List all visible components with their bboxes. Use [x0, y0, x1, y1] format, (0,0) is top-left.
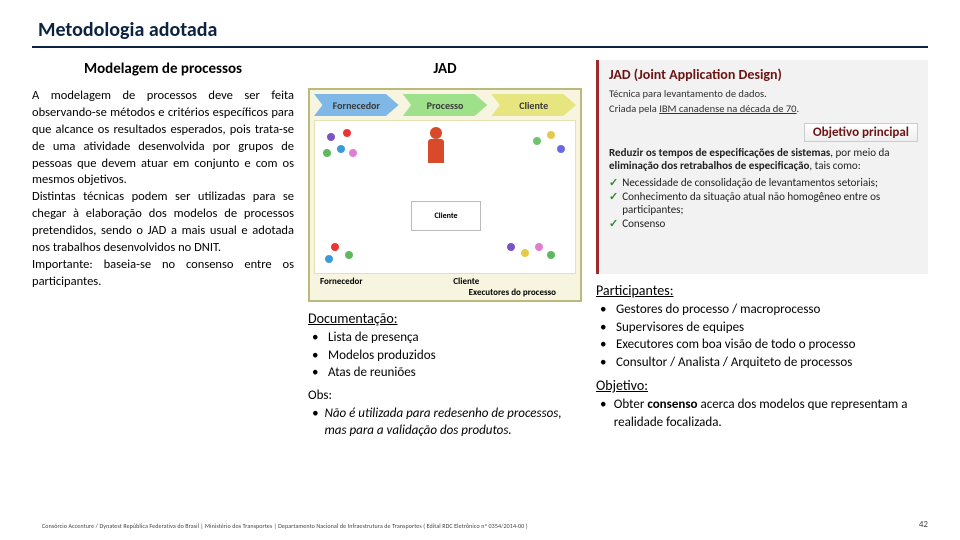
obs-text: Não é utilizada para redesenho de proces…: [324, 405, 582, 440]
objetivo-heading: Objetivo:: [596, 377, 928, 394]
left-body: A modelagem de processos deve ser feita …: [32, 88, 294, 291]
jad-box-title: JAD (Joint Application Design): [609, 66, 918, 83]
list-item: •Executores com boa visão de todo o proc…: [600, 336, 928, 354]
check-item: ✓Conhecimento da situação atual não homo…: [609, 190, 918, 216]
obj-text: Reduzir os tempos de especificações de s…: [609, 146, 918, 172]
list-item: •Gestores do processo / macroprocesso: [600, 301, 928, 319]
footer-left: Consórcio Accenture / Dynatest República…: [42, 522, 528, 530]
title-rule: [32, 46, 928, 48]
objetivo-list: • Obter consenso acerca dos modelos que …: [600, 396, 928, 431]
list-item: •Consultor / Analista / Arquiteto de pro…: [600, 354, 928, 372]
page-title: Metodologia adotada: [38, 18, 928, 42]
participantes-list: •Gestores do processo / macroprocesso•Su…: [600, 301, 928, 371]
doc-list: •Lista de presença•Modelos produzidos•At…: [312, 329, 582, 382]
jad-sub1: Técnica para levantamento de dados.: [609, 87, 918, 100]
doc-heading: Documentação:: [308, 310, 582, 327]
slide: Metodologia adotada Modelagem de process…: [0, 0, 960, 540]
obs-heading: Obs:: [308, 388, 582, 403]
col-right: JAD (Joint Application Design) Técnica p…: [596, 60, 928, 446]
cliente-box: Cliente: [411, 201, 481, 231]
list-item: •Supervisores de equipes: [600, 319, 928, 337]
objetivo-item: Obter consenso acerca dos modelos que re…: [614, 396, 928, 431]
obj-heading: Objetivo principal: [804, 123, 918, 142]
list-item: •Modelos produzidos: [312, 347, 582, 365]
col-mid: JAD Fornecedor Processo Cliente: [308, 60, 582, 446]
jad-sub2: Criada pela IBM canadense na década de 7…: [609, 102, 918, 115]
arrow-cliente: Cliente: [491, 94, 576, 116]
jad-box: JAD (Joint Application Design) Técnica p…: [596, 60, 928, 274]
mid-heading: JAD: [308, 60, 582, 78]
check-item: ✓Necessidade de consolidação de levantam…: [609, 176, 918, 189]
jad-checks: ✓Necessidade de consolidação de levantam…: [609, 176, 918, 230]
jad-diagram: Fornecedor Processo Cliente: [308, 88, 582, 302]
obs-list: •Não é utilizada para redesenho de proce…: [312, 405, 582, 440]
left-heading: Modelagem de processos: [32, 60, 294, 78]
arrow-processo: Processo: [403, 94, 488, 116]
page-number: 42: [919, 519, 928, 530]
exec-label: Executores do processo: [314, 287, 576, 298]
col-left: Modelagem de processos A modelagem de pr…: [32, 60, 294, 446]
arrow-fornecedor: Fornecedor: [314, 94, 399, 116]
list-item: •Lista de presença: [312, 329, 582, 347]
list-item: •Atas de reuniões: [312, 364, 582, 382]
diagram-bottom-labels: Fornecedor Cliente: [314, 276, 576, 287]
check-item: ✓Consenso: [609, 217, 918, 230]
footer: Consórcio Accenture / Dynatest República…: [42, 519, 928, 530]
participantes-heading: Participantes:: [596, 282, 928, 299]
columns: Modelagem de processos A modelagem de pr…: [32, 60, 928, 446]
diagram-arrows: Fornecedor Processo Cliente: [314, 94, 576, 116]
facilitator-icon: [427, 127, 445, 167]
diagram-body: Cliente: [314, 120, 576, 274]
